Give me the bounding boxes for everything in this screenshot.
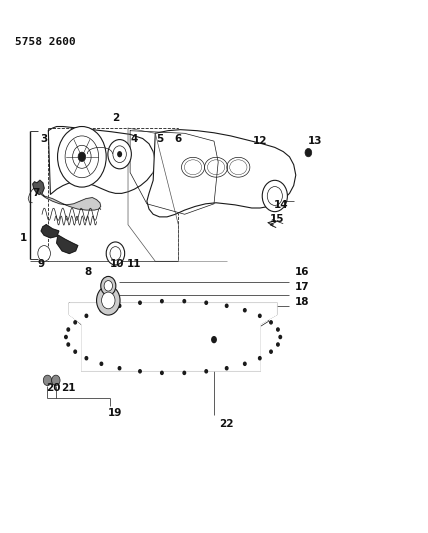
- Text: 6: 6: [175, 134, 182, 143]
- Circle shape: [74, 350, 77, 353]
- Polygon shape: [40, 192, 101, 210]
- Circle shape: [139, 301, 141, 304]
- Text: 14: 14: [274, 200, 288, 210]
- Text: 16: 16: [295, 266, 309, 277]
- Text: 17: 17: [295, 282, 309, 293]
- Text: 4: 4: [131, 134, 138, 143]
- Circle shape: [276, 343, 279, 346]
- Text: 3: 3: [41, 134, 48, 143]
- Text: 13: 13: [307, 136, 322, 146]
- Circle shape: [259, 314, 261, 317]
- Circle shape: [270, 321, 272, 324]
- Circle shape: [276, 328, 279, 331]
- Text: 22: 22: [219, 419, 234, 429]
- Text: 12: 12: [253, 136, 268, 146]
- Circle shape: [85, 357, 88, 360]
- Circle shape: [139, 370, 141, 373]
- Circle shape: [108, 140, 131, 169]
- Text: 10: 10: [110, 259, 125, 269]
- Circle shape: [67, 328, 69, 331]
- Circle shape: [104, 280, 113, 291]
- Circle shape: [183, 300, 186, 303]
- Polygon shape: [41, 225, 59, 238]
- Circle shape: [38, 246, 51, 261]
- Circle shape: [97, 286, 120, 315]
- Circle shape: [160, 372, 163, 374]
- Polygon shape: [147, 130, 296, 217]
- Text: 9: 9: [37, 259, 45, 269]
- Circle shape: [305, 149, 312, 157]
- Circle shape: [244, 362, 246, 365]
- Circle shape: [205, 301, 208, 304]
- Polygon shape: [33, 180, 44, 195]
- Circle shape: [160, 300, 163, 303]
- Text: 21: 21: [61, 383, 75, 393]
- Circle shape: [279, 335, 282, 338]
- Circle shape: [262, 180, 287, 212]
- Circle shape: [106, 242, 125, 265]
- Text: 20: 20: [47, 383, 61, 393]
- Text: 8: 8: [85, 266, 92, 277]
- Circle shape: [118, 367, 121, 370]
- Circle shape: [78, 152, 86, 161]
- Circle shape: [226, 304, 228, 308]
- Circle shape: [74, 321, 77, 324]
- Circle shape: [52, 375, 60, 385]
- Circle shape: [100, 362, 103, 365]
- Circle shape: [65, 335, 67, 338]
- Circle shape: [101, 277, 116, 295]
- Text: 7: 7: [32, 188, 39, 198]
- Circle shape: [226, 367, 228, 370]
- Circle shape: [43, 375, 52, 385]
- Text: 19: 19: [108, 408, 122, 418]
- Circle shape: [270, 350, 272, 353]
- Circle shape: [244, 309, 246, 312]
- Text: 5758 2600: 5758 2600: [15, 37, 75, 47]
- Polygon shape: [69, 303, 277, 371]
- Text: 15: 15: [270, 214, 284, 224]
- Circle shape: [100, 309, 103, 312]
- Circle shape: [183, 372, 186, 374]
- Text: 5: 5: [156, 134, 163, 143]
- Circle shape: [85, 314, 88, 317]
- Circle shape: [101, 292, 115, 309]
- Circle shape: [67, 343, 69, 346]
- Text: 11: 11: [127, 259, 142, 269]
- Circle shape: [211, 336, 217, 343]
- Circle shape: [259, 357, 261, 360]
- Circle shape: [57, 126, 106, 187]
- Circle shape: [118, 304, 121, 308]
- Text: 1: 1: [20, 233, 27, 243]
- Circle shape: [117, 151, 122, 157]
- Polygon shape: [56, 235, 78, 254]
- Text: 2: 2: [112, 112, 119, 123]
- Text: 18: 18: [295, 297, 309, 307]
- Circle shape: [205, 370, 208, 373]
